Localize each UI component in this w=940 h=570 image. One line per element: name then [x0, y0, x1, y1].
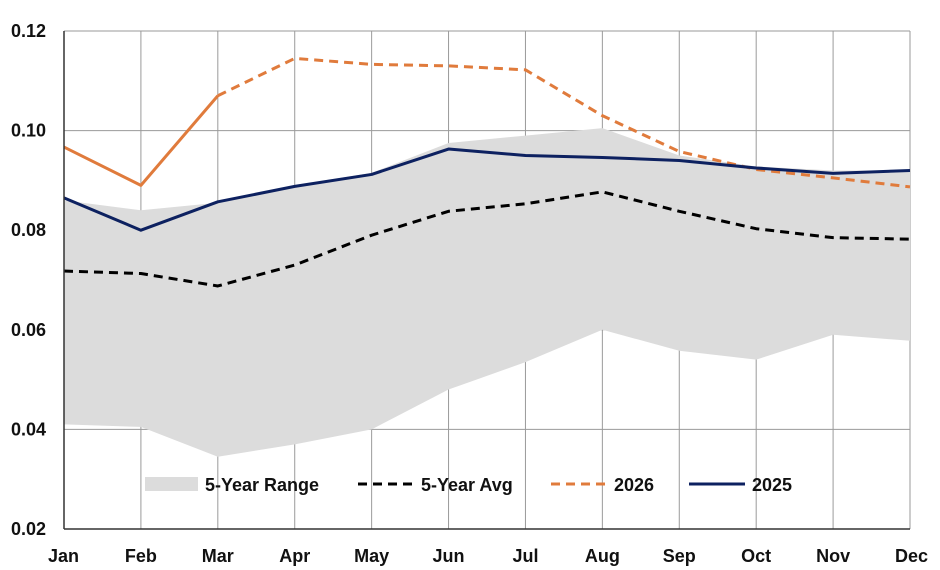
- y-tick-label: 0.12: [11, 21, 46, 41]
- x-tick-label: May: [354, 546, 389, 566]
- x-tick-label: Aug: [585, 546, 620, 566]
- legend-label-2026: 2026: [614, 475, 654, 495]
- legend: 5-Year Range 5-Year Avg 2026 2025: [145, 475, 792, 495]
- x-tick-label: Jun: [433, 546, 465, 566]
- y-tick-label: 0.10: [11, 121, 46, 141]
- x-tick-label: Jan: [48, 546, 79, 566]
- series-line-2026-solid: [63, 94, 219, 187]
- x-tick-label: Feb: [125, 546, 157, 566]
- legend-label-2025: 2025: [752, 475, 792, 495]
- series-line-2025: [63, 147, 911, 232]
- axes: [63, 31, 910, 530]
- x-tick-label: Dec: [895, 546, 928, 566]
- legend-swatch-five-year-range: [145, 477, 198, 491]
- y-tick-label: 0.06: [11, 320, 46, 340]
- legend-label-five-year-range: 5-Year Range: [205, 475, 319, 495]
- series-lines: [63, 56, 911, 288]
- y-tick-label: 0.04: [11, 419, 46, 439]
- x-axis-tick-labels: Jan Feb Mar Apr May Jun Jul Aug Sep Oct Nov Dec: [48, 546, 928, 566]
- y-tick-label: 0.02: [11, 519, 46, 539]
- x-tick-label: Oct: [741, 546, 771, 566]
- five-year-range-area: [64, 128, 910, 457]
- y-axis-tick-labels: 0.02 0.04 0.06 0.08 0.10 0.12: [11, 21, 46, 539]
- x-tick-label: Sep: [663, 546, 696, 566]
- series-line-5-year-avg: [63, 190, 911, 288]
- legend-label-five-year-avg: 5-Year Avg: [421, 475, 513, 495]
- y-tick-label: 0.08: [11, 220, 46, 240]
- x-tick-label: Nov: [816, 546, 850, 566]
- x-tick-label: Mar: [202, 546, 234, 566]
- series-line-2026-dashed: [217, 56, 911, 189]
- x-tick-label: Apr: [279, 546, 310, 566]
- x-tick-label: Jul: [512, 546, 538, 566]
